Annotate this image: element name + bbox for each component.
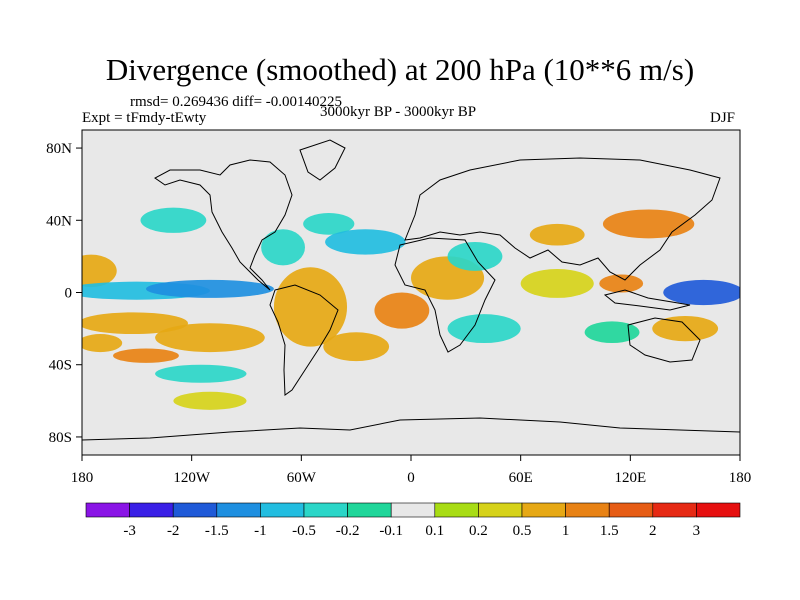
colorbar-label: 0.5 — [513, 523, 532, 539]
colorbar-swatch — [129, 502, 174, 518]
colorbar-swatch — [434, 502, 479, 518]
contour-patch — [303, 213, 355, 235]
contour-patch — [323, 332, 390, 362]
north-america-coast — [154, 159, 293, 291]
colorbar-swatch — [478, 502, 523, 518]
contour-patch — [113, 348, 179, 363]
colorbar-swatch — [390, 502, 436, 518]
colorbar-swatch — [172, 502, 218, 518]
colorbar-label: -0.1 — [379, 523, 403, 539]
colorbar-label: -2 — [167, 523, 180, 539]
contour-patch — [374, 292, 430, 329]
lat-tick-label: 40S — [49, 358, 72, 374]
contour-patch — [82, 334, 123, 353]
contour-patch — [529, 223, 585, 246]
map-panel — [81, 129, 741, 456]
colorbar-label: 1.5 — [600, 523, 619, 539]
maritime-continent-coast — [603, 289, 691, 311]
lat-tick-label: 80S — [49, 430, 72, 446]
contour-patch — [663, 279, 740, 306]
antarctica-coast — [82, 417, 740, 441]
colorbar-swatch — [303, 502, 348, 518]
lat-tick-label: 40N — [46, 213, 72, 229]
contour-patch — [652, 315, 719, 342]
australia-coast — [627, 317, 701, 363]
lon-tick-label: 120W — [173, 470, 211, 486]
colorbar-label: -1 — [254, 523, 267, 539]
season-text: DJF — [710, 110, 736, 126]
lon-tick-label: 180 — [71, 470, 94, 486]
colorbar-label: 3 — [693, 523, 701, 539]
contour-patch — [447, 314, 521, 344]
colorbar-swatch — [696, 502, 741, 518]
colorbar-swatch — [347, 502, 392, 518]
lon-tick-label: 180 — [729, 470, 752, 486]
colorbar-swatch — [608, 502, 654, 518]
colorbar-label: -0.5 — [292, 523, 316, 539]
period-text: 3000kyr BP - 3000kyr BP — [320, 104, 477, 120]
colorbar-label: -3 — [123, 523, 136, 539]
chart-title: Divergence (smoothed) at 200 hPa (10**6 … — [105, 52, 695, 87]
lon-tick-label: 60E — [509, 470, 533, 486]
contour-patch — [261, 229, 305, 266]
colorbar-label: -0.2 — [336, 523, 360, 539]
africa-coast — [394, 237, 496, 353]
colorbar-label: 2 — [649, 523, 657, 539]
colorbar-swatch — [85, 502, 130, 518]
map-axes: 80N 40N 0 40S 80S 180 120W 60W 0 60E 120E 180 — [46, 141, 751, 486]
contour-patch — [599, 274, 644, 293]
colorbar-label: -1.5 — [205, 523, 229, 539]
lon-tick-label: 0 — [407, 470, 415, 486]
eurasia-coast — [404, 157, 721, 281]
lat-tick-label: 80N — [46, 141, 72, 157]
contour-patch — [82, 254, 117, 288]
contour-patch — [140, 207, 207, 233]
colorbar-swatch — [652, 502, 697, 518]
contour-patch — [155, 323, 265, 353]
coastlines — [82, 139, 740, 441]
colorbar-swatch — [260, 502, 305, 518]
lon-tick-label: 120E — [614, 470, 646, 486]
colorbar-swatch — [521, 502, 566, 518]
colorbar-label: 1 — [562, 523, 570, 539]
greenland-coast — [299, 139, 346, 181]
south-america-coast — [269, 284, 339, 396]
colorbar-label: 0.1 — [425, 523, 444, 539]
experiment-text: Expt = tFmdy-tEwty — [82, 110, 207, 126]
lat-tick-label: 0 — [65, 286, 73, 302]
stats-text: rmsd= 0.269436 diff= -0.00140225 — [130, 94, 343, 110]
contour-patch — [82, 312, 188, 335]
contour-patch — [584, 321, 640, 344]
contour-patch — [273, 267, 348, 347]
contour-patch — [155, 364, 247, 383]
colorbar-swatch — [216, 502, 261, 518]
contour-patch — [602, 209, 695, 239]
contour-patch — [145, 279, 274, 298]
lon-tick-label: 60W — [287, 470, 317, 486]
contour-patch — [325, 229, 406, 255]
contour-patch — [520, 269, 594, 298]
colorbar-swatch — [565, 502, 610, 518]
contour-fills — [82, 207, 740, 410]
colorbar-label: 0.2 — [469, 523, 488, 539]
contour-patch — [173, 391, 247, 410]
colorbar: -3 -2 -1.5 -1 -0.5 -0.2 -0.1 0.1 0.2 0.5 1 1.5 2 3 — [85, 502, 741, 539]
